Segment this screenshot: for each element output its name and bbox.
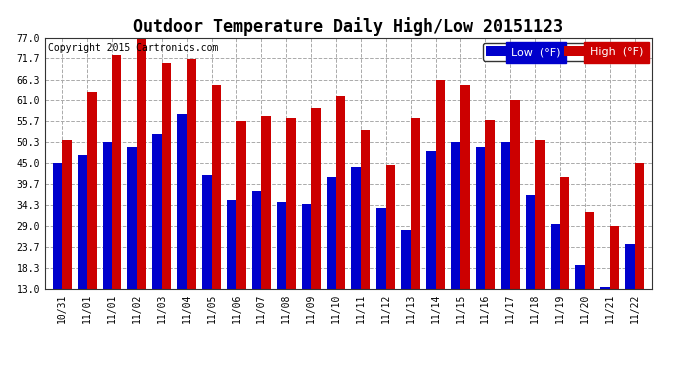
Bar <box>411 118 420 289</box>
Bar <box>162 63 171 289</box>
Bar <box>177 114 187 289</box>
Bar <box>187 59 196 289</box>
Bar <box>635 163 644 289</box>
Bar <box>460 85 470 289</box>
Bar <box>326 177 336 289</box>
Bar <box>252 190 262 289</box>
Bar <box>53 163 62 289</box>
Bar <box>277 202 286 289</box>
Bar <box>103 142 112 289</box>
Bar <box>336 96 346 289</box>
Bar <box>625 244 635 289</box>
Bar <box>451 141 460 289</box>
Bar <box>585 212 594 289</box>
Bar <box>376 208 386 289</box>
Bar <box>600 287 610 289</box>
Bar <box>112 55 121 289</box>
Bar <box>476 147 485 289</box>
Bar <box>351 167 361 289</box>
Bar <box>485 120 495 289</box>
Bar <box>435 80 445 289</box>
Bar <box>501 141 510 289</box>
Bar <box>202 175 212 289</box>
Bar <box>610 226 619 289</box>
Bar <box>262 116 270 289</box>
Bar <box>212 85 221 289</box>
Bar <box>128 147 137 289</box>
Bar <box>575 265 585 289</box>
Bar <box>386 165 395 289</box>
Bar <box>286 118 296 289</box>
Bar <box>361 130 371 289</box>
Bar <box>237 121 246 289</box>
Bar <box>137 38 146 289</box>
Bar <box>152 134 162 289</box>
Bar <box>426 152 435 289</box>
Bar <box>526 195 535 289</box>
Bar <box>535 140 544 289</box>
Bar <box>78 155 87 289</box>
Bar <box>227 200 237 289</box>
Bar <box>62 140 72 289</box>
Bar <box>551 224 560 289</box>
Title: Outdoor Temperature Daily High/Low 20151123: Outdoor Temperature Daily High/Low 20151… <box>133 17 564 36</box>
Bar <box>302 204 311 289</box>
Text: Copyright 2015 Cartronics.com: Copyright 2015 Cartronics.com <box>48 42 218 52</box>
Bar <box>311 108 321 289</box>
Bar <box>560 177 569 289</box>
Bar <box>87 93 97 289</box>
Legend: Low  (°F), High  (°F): Low (°F), High (°F) <box>482 43 647 60</box>
Bar <box>510 100 520 289</box>
Bar <box>401 230 411 289</box>
